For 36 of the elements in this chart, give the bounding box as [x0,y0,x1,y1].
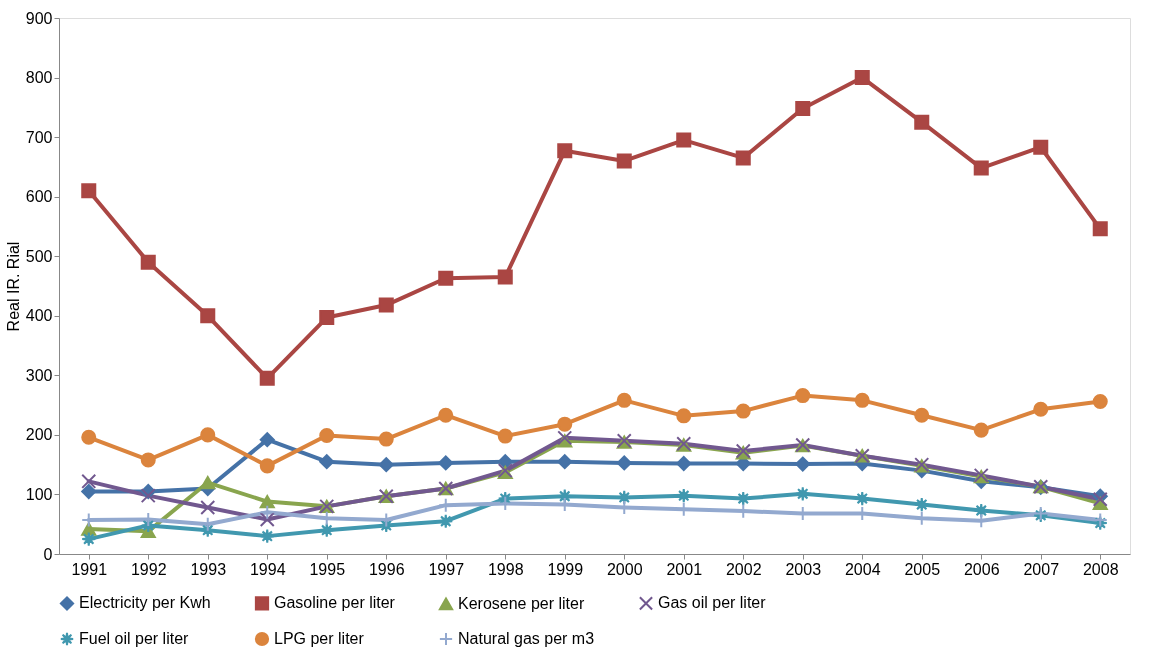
y-tick-label: 100 [25,485,53,503]
x-tick-label: 1998 [487,560,524,578]
x-tick-label: 1995 [309,560,346,578]
x-tick-label: 1999 [547,560,584,578]
y-tick-label: 400 [25,307,53,325]
y-tick-label: 200 [25,426,53,444]
x-tick-label: 2003 [785,560,822,578]
x-tick-label: 1991 [71,560,108,578]
x-tick-label: 2000 [606,560,643,578]
legend-label: Gasoline per liter [274,594,396,612]
x-tick-label: 2002 [725,560,762,578]
legend-label: Natural gas per m3 [458,630,595,647]
x-tick-label: 2007 [1023,560,1060,578]
x-tick-label: 2008 [1082,560,1119,578]
y-tick-label: 600 [25,188,53,206]
x-tick-label: 2004 [844,560,881,578]
legend-label: Gas oil per liter [658,594,767,612]
y-tick-label: 700 [25,128,53,146]
y-tick-label: 0 [43,545,53,563]
legend-label: Kerosene per liter [458,594,585,612]
legend-label: LPG per liter [274,630,365,647]
y-tick-label: 300 [25,366,53,384]
x-tick-label: 1997 [428,560,465,578]
x-tick-label: 2005 [904,560,941,578]
legend-label: Fuel oil per liter [79,630,190,647]
y-tick-label: 500 [25,247,53,265]
x-tick-label: 1994 [249,560,286,578]
x-tick-label: 1992 [130,560,167,578]
legend-label: Electricity per Kwh [79,594,211,612]
x-tick-label: 1996 [368,560,405,578]
y-tick-label: 800 [25,69,53,87]
x-tick-label: 1993 [190,560,227,578]
x-tick-label: 2001 [666,560,703,578]
y-tick-label: 900 [25,9,53,27]
x-tick-label: 2006 [963,560,1000,578]
y-axis-title: Real IR. Rial [4,241,22,332]
